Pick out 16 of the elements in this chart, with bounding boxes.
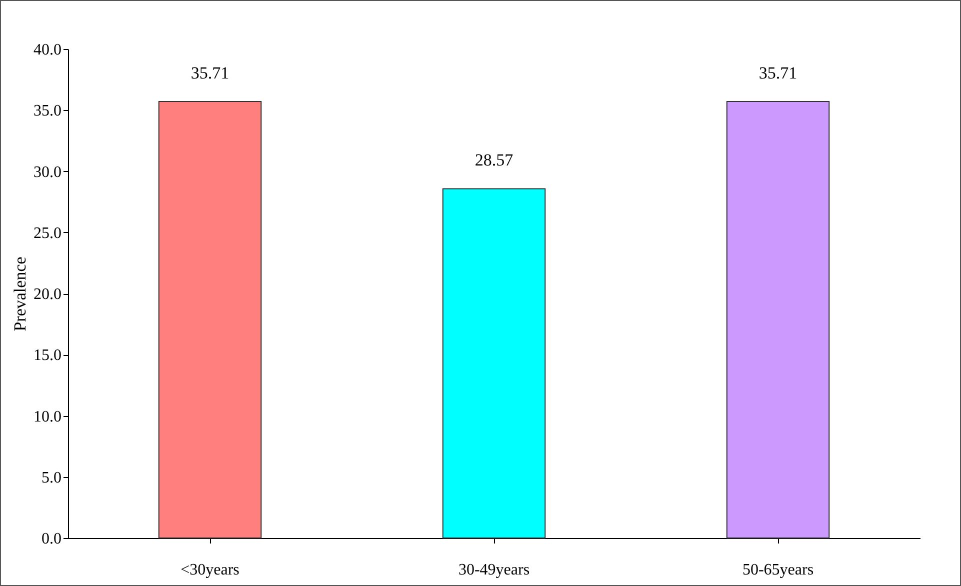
y-tick-label: 25.0 (34, 224, 62, 242)
y-tick-label: 10.0 (34, 408, 62, 426)
y-tick-label: 40.0 (34, 42, 62, 58)
y-tick-label: 15.0 (34, 347, 62, 364)
y-tick-label: 35.0 (34, 102, 62, 120)
x-tick-label: 30-49years (458, 562, 530, 578)
x-tick-label: <30years (180, 562, 240, 578)
y-axis-title: Prevalence (10, 256, 30, 332)
y-tick-label: 0.0 (42, 530, 62, 548)
data-label: 35.71 (758, 63, 798, 82)
data-label: 35.71 (190, 63, 230, 82)
x-tick-label: 50-65years (742, 562, 814, 578)
y-tick-label: 5.0 (42, 469, 62, 486)
data-label: 28.57 (474, 150, 514, 170)
y-tick-label: 30.0 (34, 164, 62, 181)
y-tick-label: 20.0 (34, 286, 62, 303)
